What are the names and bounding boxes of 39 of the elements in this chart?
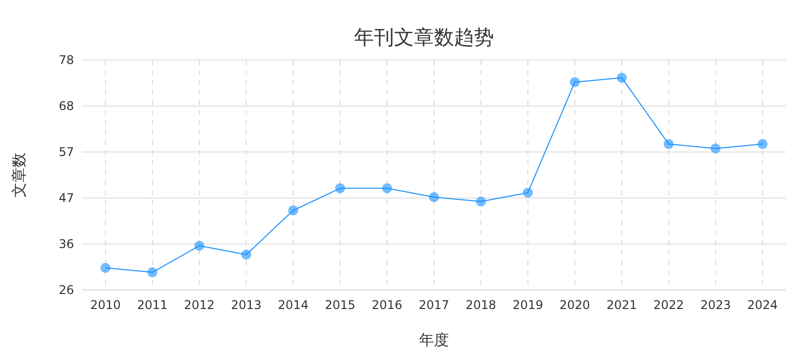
- x-tick-label: 2012: [184, 298, 215, 312]
- y-axis-title: 文章数: [10, 152, 28, 198]
- y-tick-label: 68: [58, 99, 74, 113]
- x-tick-label: 2016: [372, 298, 402, 312]
- point: [522, 188, 533, 198]
- x-tick-label: 2010: [90, 298, 121, 312]
- y-tick-label: 78: [58, 53, 74, 67]
- point: [100, 262, 110, 273]
- x-tick-label: 2024: [747, 298, 778, 312]
- y-tick-label: 57: [58, 145, 74, 159]
- point: [241, 250, 252, 260]
- x-tick-label: 2018: [466, 298, 496, 312]
- x-tick-label: 2020: [560, 298, 590, 312]
- point: [616, 72, 627, 83]
- point: [147, 267, 158, 278]
- point: [335, 183, 346, 194]
- x-tick-label: 2011: [137, 298, 168, 312]
- point: [664, 139, 674, 150]
- chart-title: 年刊文章数趋势: [354, 25, 494, 49]
- y-tick-label: 36: [58, 237, 74, 251]
- x-tick-label: 2013: [230, 298, 262, 312]
- x-tick-label: 2014: [278, 298, 308, 312]
- point: [288, 205, 298, 216]
- x-tick-label: 2017: [418, 298, 450, 312]
- point: [758, 139, 768, 150]
- x-axis-title: 年度: [419, 331, 449, 349]
- x-tick-label: 2019: [512, 298, 544, 312]
- x-tick-label: 2015: [324, 298, 356, 312]
- x-tick-label: 2022: [653, 298, 684, 312]
- x-tick-label: 2023: [700, 298, 731, 312]
- y-tick-label: 26: [58, 283, 74, 297]
- point: [429, 192, 439, 202]
- x-tick-label: 2021: [606, 298, 638, 312]
- point: [570, 77, 580, 88]
- point: [382, 183, 392, 194]
- y-tick-label: 47: [58, 191, 74, 205]
- point: [710, 143, 721, 154]
- point: [194, 240, 204, 251]
- point: [476, 196, 486, 207]
